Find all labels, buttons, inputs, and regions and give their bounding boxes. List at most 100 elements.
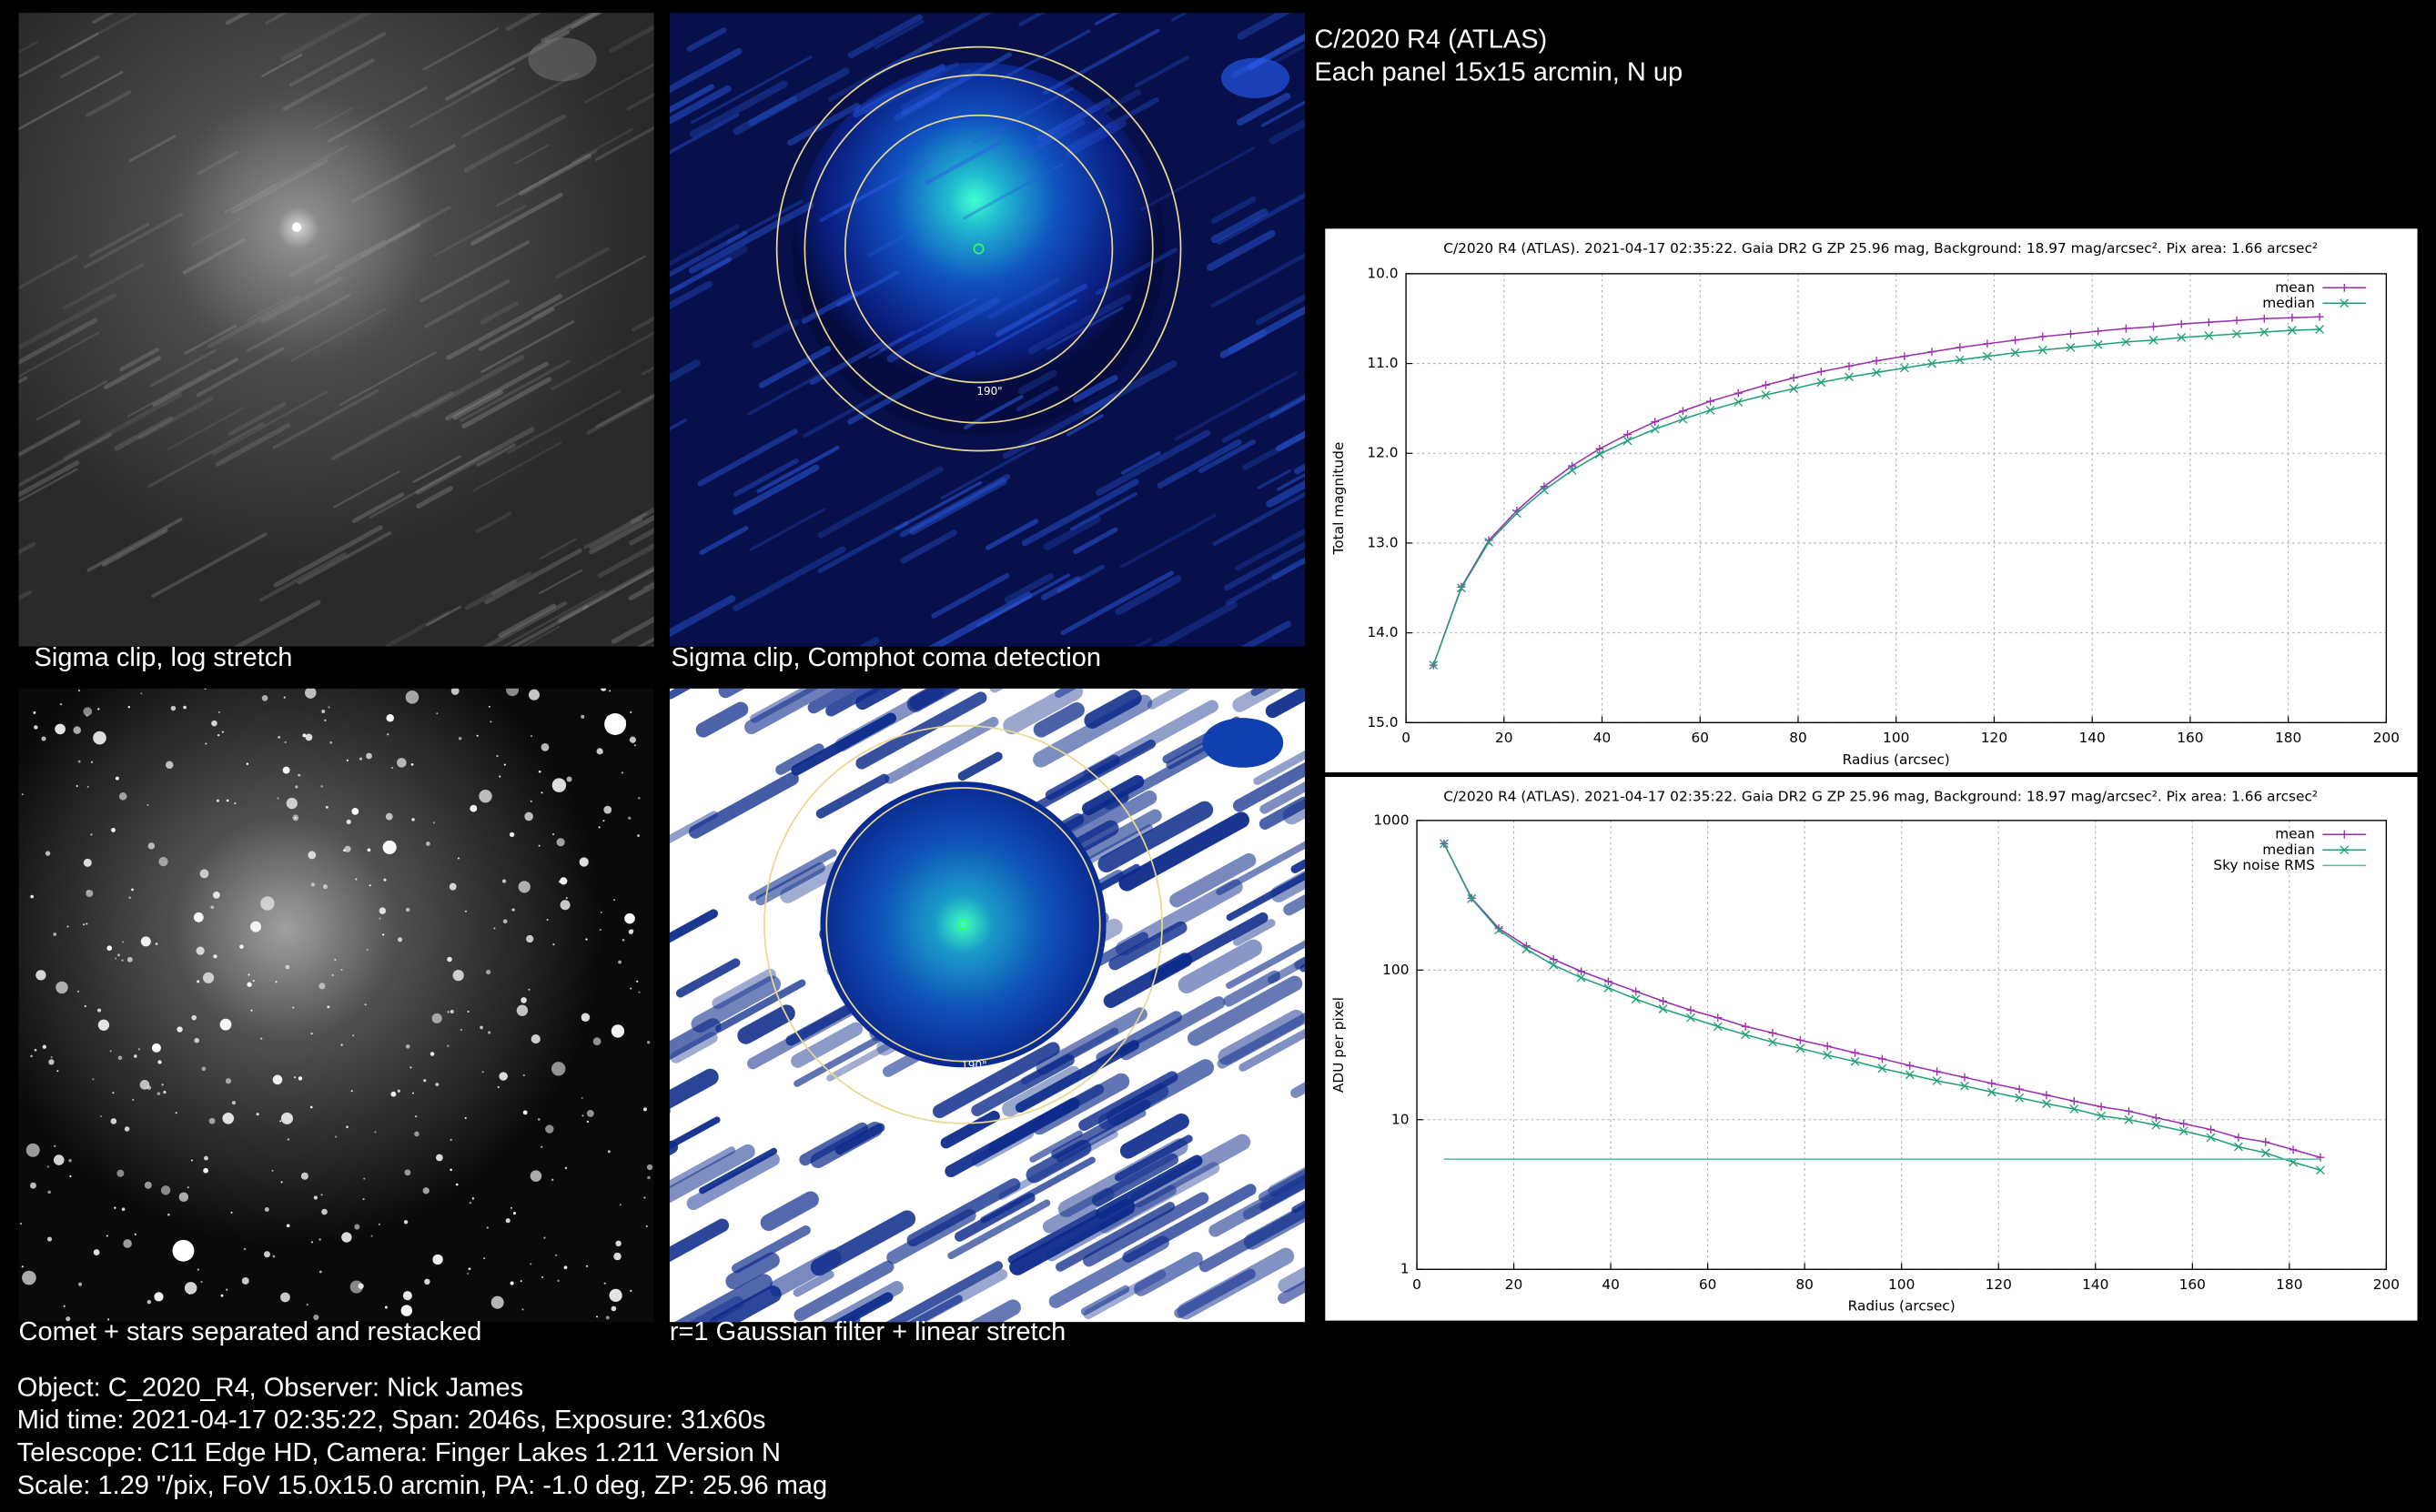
streak bbox=[1036, 97, 1111, 143]
streak bbox=[282, 58, 375, 111]
streak bbox=[669, 85, 732, 125]
star bbox=[309, 1105, 313, 1109]
point-marker bbox=[1632, 987, 1641, 996]
point-marker bbox=[1983, 339, 1992, 348]
streak bbox=[152, 358, 238, 408]
streak bbox=[670, 1032, 718, 1063]
star bbox=[521, 997, 527, 1003]
chart-title: C/2020 R4 (ATLAS). 2021-04-17 02:35:22. … bbox=[1443, 240, 2318, 257]
star bbox=[305, 688, 317, 699]
streak bbox=[793, 1034, 884, 1087]
point-marker bbox=[1594, 449, 1604, 459]
star bbox=[284, 741, 287, 743]
star bbox=[637, 834, 641, 837]
streak bbox=[691, 975, 782, 1033]
point-marker bbox=[1705, 405, 1715, 415]
streak bbox=[726, 199, 804, 244]
point-marker bbox=[2260, 1148, 2270, 1158]
y-tick-label: 11.0 bbox=[1367, 355, 1398, 371]
streak bbox=[669, 1218, 730, 1263]
star bbox=[481, 1071, 484, 1074]
point-marker bbox=[1658, 1004, 1668, 1013]
streak bbox=[496, 149, 598, 207]
star bbox=[188, 1292, 191, 1295]
star bbox=[280, 1181, 283, 1184]
star bbox=[440, 1255, 443, 1258]
star bbox=[555, 1254, 558, 1256]
star bbox=[278, 736, 281, 739]
point-marker bbox=[2125, 1106, 2133, 1115]
star bbox=[123, 1239, 132, 1248]
image-panel bbox=[669, 13, 1306, 647]
point-marker bbox=[1850, 1056, 1860, 1066]
streak bbox=[297, 531, 391, 585]
streak bbox=[962, 162, 1064, 220]
streak bbox=[1268, 1166, 1306, 1197]
point-marker bbox=[2232, 329, 2241, 338]
star bbox=[112, 1092, 115, 1094]
star bbox=[464, 1117, 467, 1120]
streak bbox=[423, 279, 510, 328]
streak bbox=[149, 348, 217, 388]
star bbox=[467, 1010, 470, 1013]
legend-marker bbox=[2340, 845, 2350, 855]
streak bbox=[583, 512, 647, 549]
star bbox=[318, 983, 326, 990]
streak bbox=[472, 441, 562, 492]
point-marker bbox=[1713, 1013, 1723, 1023]
star bbox=[115, 957, 117, 960]
star bbox=[41, 736, 46, 741]
streak bbox=[226, 13, 250, 25]
streak bbox=[826, 1039, 898, 1082]
star bbox=[243, 1247, 247, 1251]
streak bbox=[167, 407, 245, 450]
streak bbox=[18, 331, 100, 378]
star bbox=[155, 942, 158, 945]
star bbox=[490, 721, 492, 723]
streak bbox=[1056, 564, 1105, 593]
point-marker bbox=[2289, 1145, 2298, 1154]
star bbox=[46, 1236, 53, 1242]
star bbox=[147, 803, 149, 806]
streak bbox=[215, 422, 291, 467]
star bbox=[86, 922, 88, 925]
streak bbox=[86, 518, 183, 572]
star bbox=[117, 1055, 123, 1061]
star bbox=[602, 820, 605, 822]
streak bbox=[280, 13, 373, 62]
streak bbox=[900, 529, 957, 564]
streak bbox=[669, 688, 692, 700]
streak bbox=[589, 518, 643, 549]
streak bbox=[333, 470, 400, 509]
star bbox=[560, 900, 571, 911]
star bbox=[46, 1165, 49, 1168]
streak bbox=[725, 1252, 780, 1290]
star bbox=[279, 1120, 282, 1123]
star bbox=[140, 936, 151, 947]
streak bbox=[207, 295, 301, 348]
star bbox=[432, 1254, 443, 1265]
star bbox=[310, 1033, 313, 1035]
streak bbox=[594, 126, 654, 162]
streak bbox=[260, 277, 342, 324]
streak bbox=[1081, 775, 1145, 816]
star bbox=[559, 880, 561, 883]
streak bbox=[519, 153, 592, 197]
streak bbox=[1133, 637, 1153, 647]
streak bbox=[769, 1249, 842, 1297]
star bbox=[219, 1018, 232, 1031]
star bbox=[386, 713, 394, 722]
star bbox=[121, 959, 124, 962]
point-marker bbox=[1905, 1070, 1915, 1080]
streak bbox=[714, 979, 806, 1033]
streak bbox=[932, 1042, 1060, 1119]
streak bbox=[1198, 439, 1257, 474]
star bbox=[359, 757, 363, 761]
point-marker bbox=[1484, 538, 1494, 547]
streak bbox=[609, 24, 654, 54]
streak bbox=[1210, 196, 1257, 224]
streak bbox=[491, 571, 532, 596]
streak bbox=[1210, 252, 1306, 308]
streak bbox=[1083, 360, 1178, 416]
